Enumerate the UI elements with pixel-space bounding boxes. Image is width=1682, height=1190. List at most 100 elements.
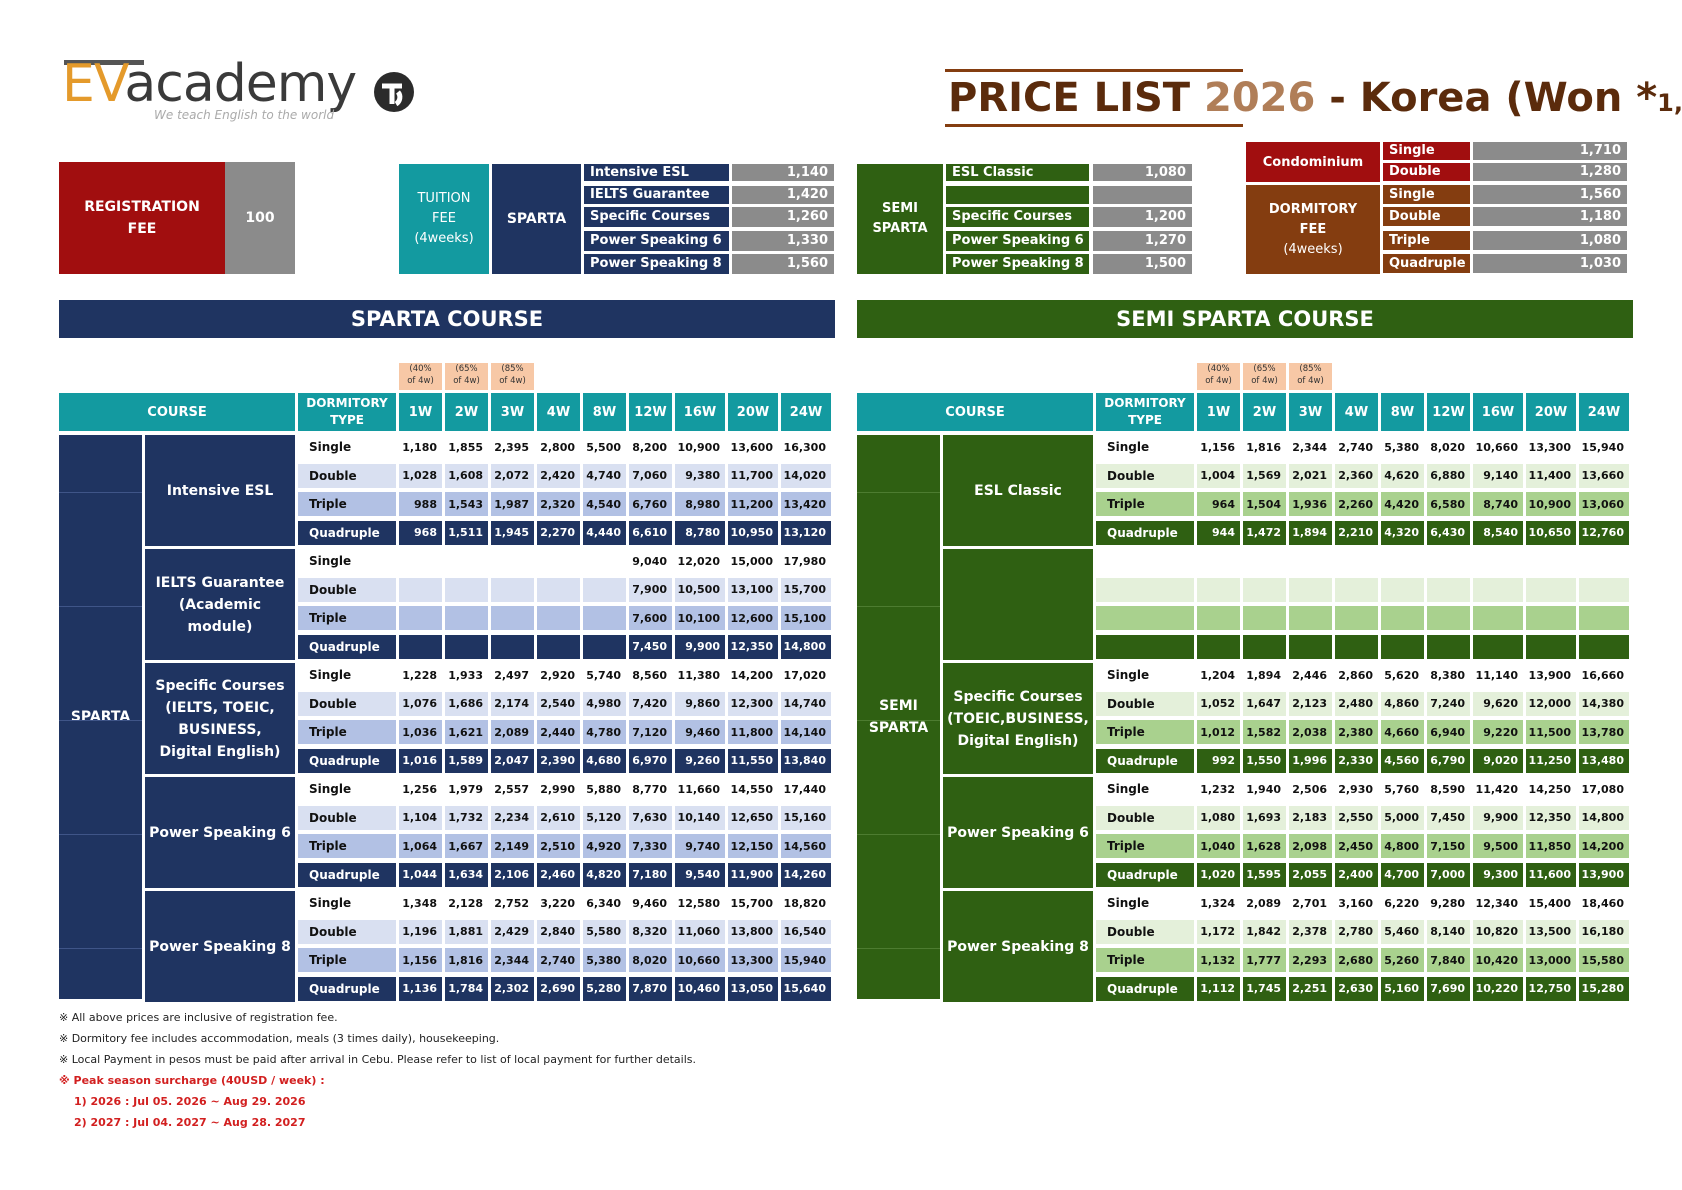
course-name-2: Specific Courses (TOEIC,BUSINESS, Digital … [943, 663, 1093, 774]
price-cell-3-0-5: 8,770 [629, 777, 672, 801]
price-cell-3-3-0: 1,020 [1197, 862, 1240, 887]
pct-note-1-line1: (65% [455, 364, 478, 374]
dorm-value-0: 1,560 [1473, 185, 1627, 204]
price-cell-1-0-2 [491, 549, 534, 573]
week-header-12W: 12W [1427, 393, 1470, 431]
price-cell-2-0-4: 5,620 [1381, 663, 1424, 687]
pct-note-1-line2: of 4w) [453, 376, 480, 386]
price-cell-2-0-4: 5,740 [583, 663, 626, 687]
price-cell-2-1-3: 2,540 [537, 691, 580, 716]
tuition-sparta-course-value-3: 1,330 [732, 231, 834, 251]
price-cell-2-3-3: 2,390 [537, 748, 580, 773]
price-cell-4-2-5: 7,840 [1427, 948, 1470, 972]
room-type-0-1: Double [1096, 463, 1194, 488]
logo-text: EVacademy [62, 54, 357, 114]
tuition-semi-course-name-4: Power Speaking 8 [946, 254, 1089, 274]
tuition-semi-course-value-0: 1,080 [1093, 164, 1192, 181]
price-cell-2-0-7: 13,900 [1526, 663, 1576, 687]
room-type-1-3: Quadruple [298, 634, 396, 659]
price-cell-3-2-0: 1,040 [1197, 834, 1240, 858]
dorm-value-2: 1,080 [1473, 231, 1627, 250]
price-cell-0-2-0: 964 [1197, 492, 1240, 516]
room-type-2-2: Triple [298, 720, 396, 744]
price-cell-2-1-4: 4,980 [583, 691, 626, 716]
title-year: 2026 [1204, 75, 1316, 121]
price-cell-3-0-7: 14,250 [1526, 777, 1576, 801]
side-separator-0 [857, 492, 940, 493]
price-cell-4-1-5: 8,140 [1427, 919, 1470, 944]
tuition-sparta-course-name-3: Power Speaking 6 [584, 231, 729, 251]
condo-type-1: Double [1383, 163, 1470, 181]
title-prefix: PRICE LIST [948, 75, 1191, 121]
logo-bar [64, 60, 144, 65]
room-type-2-0: Single [1096, 663, 1194, 687]
price-cell-1-3-8 [1579, 634, 1629, 659]
price-cell-4-1-8: 16,180 [1579, 919, 1629, 944]
price-cell-1-2-3 [1335, 606, 1378, 630]
price-cell-1-0-4 [1381, 549, 1424, 573]
price-cell-1-2-7: 12,600 [728, 606, 778, 630]
price-cell-2-0-3: 2,920 [537, 663, 580, 687]
tuition-sparta-course-value-2: 1,260 [732, 207, 834, 227]
price-cell-2-2-5: 6,940 [1427, 720, 1470, 744]
tuition-semi-course-value-3: 1,270 [1093, 231, 1192, 251]
price-cell-3-2-3: 2,450 [1335, 834, 1378, 858]
tuition-semi-course-name-3: Power Speaking 6 [946, 231, 1089, 251]
price-cell-0-1-7: 11,700 [728, 463, 778, 488]
price-cell-4-3-7: 12,750 [1526, 976, 1576, 1001]
price-cell-4-2-8: 15,940 [781, 948, 831, 972]
pct-note-0: (40% of 4w) [1197, 363, 1240, 390]
price-cell-4-3-3: 2,690 [537, 976, 580, 1001]
condo-type-0: Single [1383, 142, 1470, 160]
dorm-header-line2: TYPE [330, 413, 364, 427]
week-header-16W: 16W [675, 393, 725, 431]
price-cell-0-3-3: 2,210 [1335, 520, 1378, 545]
price-cell-0-2-4: 4,420 [1381, 492, 1424, 516]
price-cell-2-1-2: 2,174 [491, 691, 534, 716]
price-cell-3-3-8: 14,260 [781, 862, 831, 887]
price-cell-1-3-7: 12,350 [728, 634, 778, 659]
dorm-header-line2: TYPE [1128, 413, 1162, 427]
room-type-0-0: Single [298, 435, 396, 459]
course-name-4: Power Speaking 8 [145, 891, 295, 1002]
price-cell-4-2-6: 10,420 [1473, 948, 1523, 972]
price-cell-3-1-7: 12,350 [1526, 805, 1576, 830]
pct-note-2: (85% of 4w) [1289, 363, 1332, 390]
room-type-3-1: Double [298, 805, 396, 830]
course-name-2-line3: Digital English) [159, 743, 281, 760]
price-cell-0-2-6: 8,980 [675, 492, 725, 516]
condo-value-1: 1,280 [1473, 163, 1627, 181]
room-type-4-0: Single [1096, 891, 1194, 915]
price-cell-3-1-5: 7,630 [629, 805, 672, 830]
price-cell-4-1-7: 13,500 [1526, 919, 1576, 944]
dorm-label-3: (4weeks) [1283, 241, 1343, 257]
price-cell-0-0-8: 15,940 [1579, 435, 1629, 459]
course-name-3-line0: Power Speaking 6 [947, 824, 1089, 841]
price-cell-3-3-0: 1,044 [399, 862, 442, 887]
tuition-semi-label-2: SPARTA [872, 221, 928, 236]
price-cell-4-2-7: 13,300 [728, 948, 778, 972]
price-cell-1-2-1 [1243, 606, 1286, 630]
price-cell-3-2-1: 1,667 [445, 834, 488, 858]
course-name-1-line1: (Academic module) [178, 596, 262, 635]
tuition-semi-label-1: SEMI [881, 201, 919, 216]
price-cell-3-1-2: 2,234 [491, 805, 534, 830]
price-cell-1-1-1 [1243, 577, 1286, 602]
week-header-12W: 12W [629, 393, 672, 431]
room-type-3-1: Double [1096, 805, 1194, 830]
price-cell-3-2-4: 4,920 [583, 834, 626, 858]
sparta-course-banner: SPARTA COURSE [59, 300, 835, 338]
price-cell-0-1-5: 7,060 [629, 463, 672, 488]
pct-note-1: (65% of 4w) [1243, 363, 1286, 390]
price-cell-1-0-4 [583, 549, 626, 573]
price-cell-1-0-6: 12,020 [675, 549, 725, 573]
price-cell-0-1-8: 13,660 [1579, 463, 1629, 488]
price-cell-1-0-7 [1526, 549, 1576, 573]
price-cell-0-3-0: 944 [1197, 520, 1240, 545]
room-type-0-3: Quadruple [298, 520, 396, 545]
price-cell-0-3-6: 8,780 [675, 520, 725, 545]
price-cell-2-3-1: 1,550 [1243, 748, 1286, 773]
price-cell-1-3-4 [1381, 634, 1424, 659]
price-cell-0-2-5: 6,580 [1427, 492, 1470, 516]
price-cell-0-2-3: 2,320 [537, 492, 580, 516]
